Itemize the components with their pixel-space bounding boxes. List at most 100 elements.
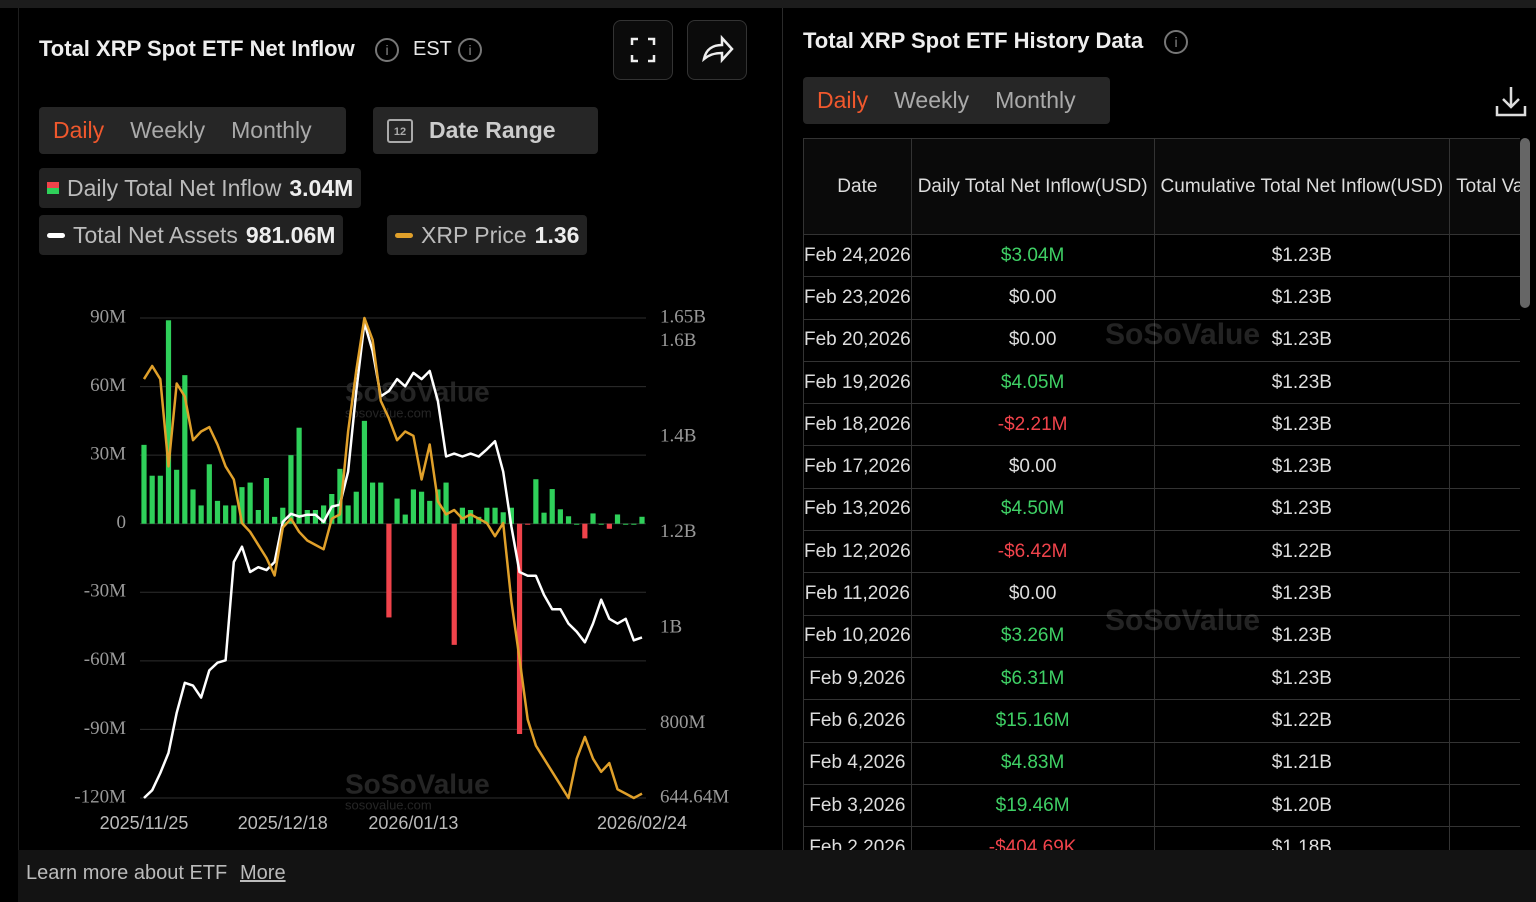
bar (541, 512, 547, 524)
table-cell: $42.65M (1449, 741, 1520, 785)
table-cell: Feb 9,2026 (803, 656, 912, 701)
table-row: Feb 4,2026$4.83M$1.21B$42.65M$1.07B (803, 741, 1520, 785)
bar (304, 510, 310, 524)
watermark: SoSoValue (1105, 604, 1261, 637)
table-cell: $1.23B (1153, 233, 1451, 278)
bar (214, 500, 221, 524)
header-row: Date Daily Total Net Inflow(USD) Cumulativ… (803, 138, 1520, 235)
bar (345, 505, 351, 524)
info-icon[interactable]: i (1164, 30, 1188, 54)
legend-value: 3.04M (289, 174, 354, 201)
legend-label: XRP Price (421, 221, 527, 248)
bar (296, 427, 302, 524)
table-cell: $12.47M (1449, 572, 1520, 616)
table-row: Feb 20,2026$0.00$1.23B$11.23M$1.02B (803, 318, 1520, 362)
legend-swatch (395, 232, 413, 238)
table-cell: $1.23B (1153, 403, 1451, 447)
y-tick-label: -30M (84, 581, 126, 602)
bar (467, 510, 474, 524)
bar (590, 513, 596, 524)
table-cell: $0.00 (910, 445, 1155, 489)
legend-label: Total Net Assets (73, 221, 238, 248)
footer (18, 850, 1536, 902)
bar (631, 523, 637, 525)
table-cell: Feb 19,2026 (803, 360, 912, 405)
timezone[interactable]: EST (413, 38, 452, 60)
fullscreen-button[interactable] (613, 20, 673, 80)
bar (476, 516, 482, 524)
table-row: Feb 11,2026$0.00$1.23B$12.47M$992.94M (803, 572, 1520, 616)
table-cell: Feb 11,2026 (803, 572, 912, 616)
x-tick-label: 2026/01/13 (368, 813, 458, 833)
tab[interactable]: Monthly (995, 87, 1076, 113)
table-cell: $6.31M (910, 656, 1155, 701)
legend-item[interactable]: Total Net Assets 981.06M (39, 215, 344, 255)
table-cell: $19.46M (910, 783, 1155, 828)
bar (402, 514, 408, 524)
table-cell: Feb 13,2026 (803, 487, 912, 532)
bar (427, 500, 433, 524)
table-cell: $15.89M (1449, 656, 1520, 701)
info-icon[interactable]: i (458, 38, 482, 62)
legend-item[interactable]: Daily Total Net Inflow 3.04M (39, 168, 362, 208)
download-button[interactable] (1494, 84, 1528, 118)
table-cell: $11.23M (1449, 318, 1520, 362)
y-tick-label: -90M (84, 718, 126, 739)
table-cell: $7.99M (1449, 360, 1520, 405)
bar (141, 444, 147, 524)
date-range-button[interactable]: 12 Date Range (373, 107, 598, 154)
bar (280, 507, 286, 524)
bar (312, 510, 319, 524)
line (143, 321, 643, 799)
header-cell: Daily Total Net Inflow(USD) (910, 138, 1155, 235)
table-cell: $1.23B (1153, 360, 1451, 405)
period-tabs: Daily Weekly Monthly (39, 107, 346, 154)
header-cell: Cumulative Total Net Inflow(USD) (1153, 138, 1451, 235)
bar (288, 455, 294, 524)
table-cell: -$2.21M (910, 403, 1155, 447)
bar (255, 510, 261, 524)
legend-value: 981.06M (245, 221, 336, 248)
table-row: Feb 23,2026$0.00$1.23B$12.66M$974.85M (803, 276, 1520, 320)
bar (443, 482, 449, 524)
tab[interactable]: Weekly (130, 117, 206, 143)
table-cell: Feb 18,2026 (803, 403, 912, 447)
table-cell: $1.23B (1153, 572, 1451, 616)
bar (361, 420, 368, 524)
bar (386, 523, 392, 618)
bar (263, 478, 270, 524)
table-cell: $3.26M (910, 614, 1155, 658)
table-cell: $39.39M (1449, 826, 1520, 850)
y2-tick-label: 800M (660, 712, 706, 733)
table-cell: $1.22B (1153, 699, 1451, 743)
table-cell: Feb 17,2026 (803, 445, 912, 489)
bar (500, 512, 506, 524)
legend-item[interactable]: XRP Price 1.36 (387, 215, 588, 255)
info-icon[interactable]: i (375, 38, 399, 62)
table-row: Feb 24,2026$3.04M$1.23B$13.24M$981.06M (803, 233, 1520, 278)
y-tick-label: 30M (90, 444, 126, 465)
footer-link[interactable]: More (240, 862, 286, 884)
table-cell: Feb 6,2026 (803, 699, 912, 743)
table-cell: $0.00 (910, 572, 1155, 616)
legend-value: 1.36 (534, 221, 580, 248)
bar (198, 505, 204, 524)
table-row: Feb 2,2026-$404.69K$1.18B$39.39M$1.11B (803, 826, 1520, 850)
bar (223, 505, 229, 524)
table-cell: Feb 10,2026 (803, 614, 912, 658)
y-tick-label: 0 (117, 512, 127, 533)
share-button[interactable] (687, 20, 747, 80)
bar (549, 489, 555, 524)
tab[interactable]: Monthly (231, 117, 312, 143)
bar (623, 523, 629, 525)
tab[interactable]: Daily (53, 117, 105, 143)
table-cell: $1.22B (1153, 530, 1451, 574)
table-cell: Feb 3,2026 (803, 783, 912, 828)
tab[interactable]: Daily (817, 87, 869, 113)
table-row: Feb 17,2026$0.00$1.23B$22.89M$1.06B (803, 445, 1520, 489)
bar (484, 507, 490, 524)
tab[interactable]: Weekly (894, 87, 970, 113)
scrollbar[interactable] (1520, 138, 1530, 308)
table-cell: $1.23B (1153, 656, 1451, 701)
